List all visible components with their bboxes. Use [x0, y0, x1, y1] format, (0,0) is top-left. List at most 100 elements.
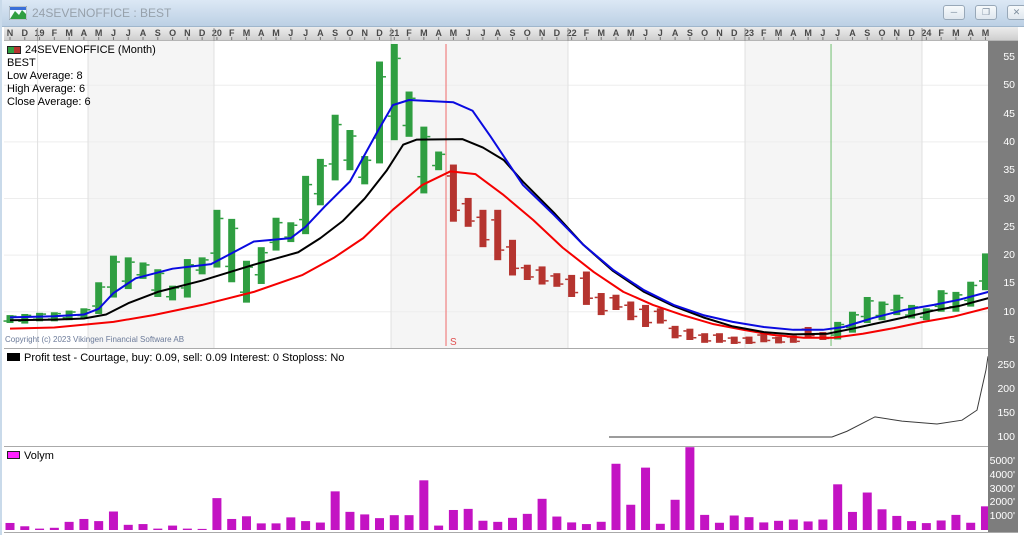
candle-close-tick: [486, 238, 490, 241]
candle-body: [154, 269, 162, 297]
close-button[interactable]: ✕: [1007, 5, 1024, 20]
volume-plot[interactable]: [4, 447, 988, 532]
month-label: M: [952, 28, 960, 38]
window-title: 24SEVENOFFICE : BEST: [32, 6, 172, 20]
month-label: N: [893, 28, 901, 38]
volume-bar: [537, 498, 547, 530]
candle-close-tick: [974, 284, 978, 287]
candle-open-tick: [757, 334, 761, 336]
candle-body: [582, 271, 590, 305]
candle-close-tick: [427, 135, 431, 138]
candle-open-tick: [387, 115, 391, 117]
volume-bar: [345, 511, 355, 530]
volume-axis-label: 2000': [989, 496, 1015, 509]
volume-bar: [729, 515, 739, 530]
volume-bar: [641, 467, 651, 530]
month-label: D: [553, 28, 561, 38]
month-label: N: [184, 28, 191, 38]
month-label: 19: [34, 28, 45, 38]
month-label: F: [51, 28, 58, 38]
volume-bar: [980, 506, 990, 530]
volume-bar: [197, 528, 207, 530]
candle-close-tick: [589, 297, 593, 299]
copyright-text: Copyright (c) 2023 Vikingen Financial So…: [5, 335, 185, 344]
restore-button[interactable]: ❐: [975, 5, 997, 20]
candle-open-tick: [905, 314, 909, 316]
candle-body: [390, 43, 398, 141]
minimize-button[interactable]: ─: [943, 5, 965, 20]
candle-open-tick: [919, 316, 923, 318]
profit-legend-label: Profit test - Courtage, buy: 0.09, sell:…: [24, 352, 345, 364]
volume-bar: [877, 509, 887, 530]
candle-close-tick: [929, 309, 933, 311]
volume-bar: [182, 528, 192, 530]
month-label: 23: [743, 28, 754, 38]
candle-open-tick: [92, 305, 96, 307]
candle-open-tick: [121, 280, 125, 282]
profit-test-plot[interactable]: [4, 349, 988, 446]
candle-close-tick: [309, 183, 313, 186]
volume-legend: Volym: [7, 450, 54, 462]
candle-open-tick: [151, 289, 155, 291]
main-chart-plot[interactable]: [4, 41, 988, 348]
title-bar[interactable]: 24SEVENOFFICE : BEST ─ ❐ ✕: [2, 0, 1024, 27]
month-label: A: [435, 28, 442, 38]
month-label: M: [627, 28, 635, 38]
candle-body: [242, 260, 250, 303]
volume-bar: [493, 521, 503, 530]
legend-close-average: Close Average: 6: [7, 96, 91, 108]
volume-bar: [685, 447, 695, 530]
candle-open-tick: [683, 330, 687, 332]
profit-axis-label: 250: [997, 359, 1015, 371]
candle-body: [730, 336, 738, 344]
candle-open-tick: [565, 278, 569, 281]
month-label: F: [583, 28, 590, 38]
candle-open-tick: [742, 337, 746, 339]
legend-low-average: Low Average: 8: [7, 70, 83, 82]
month-label: D: [908, 28, 915, 38]
candle-body: [568, 274, 576, 297]
volume-bar: [20, 526, 30, 530]
value-axis-strip: [988, 41, 1018, 532]
volume-bar: [301, 521, 311, 530]
candle-close-tick: [294, 224, 298, 226]
month-label: O: [878, 28, 886, 38]
volume-bar: [419, 480, 429, 530]
candle-close-tick: [693, 336, 697, 339]
month-label: J: [288, 28, 294, 38]
month-label: S: [686, 28, 693, 38]
volume-bar: [389, 515, 399, 530]
candle-close-tick: [959, 294, 963, 296]
month-label: J: [303, 28, 309, 38]
candle-open-tick: [831, 334, 835, 336]
candle-close-tick: [900, 297, 904, 299]
month-label: D: [376, 28, 383, 38]
candle-close-tick: [796, 340, 800, 343]
candle-body: [80, 308, 88, 318]
candle-body: [139, 262, 147, 279]
profit-axis-label: 200: [997, 383, 1015, 395]
candle-close-tick: [102, 286, 106, 288]
legend-high-average: High Average: 6: [7, 83, 86, 95]
volume-bar: [552, 516, 562, 530]
candle-open-tick: [890, 309, 894, 311]
volume-axis-label: 3000': [989, 482, 1015, 495]
candle-close-tick: [353, 135, 357, 137]
volume-bar: [803, 521, 813, 530]
main-axis-label: 30: [1003, 192, 1015, 205]
volume-bar: [5, 522, 15, 530]
candle-open-tick: [328, 163, 332, 165]
month-label: 22: [566, 28, 577, 38]
candle-close-tick: [722, 340, 726, 342]
candle-open-tick: [239, 291, 243, 293]
month-label: O: [169, 28, 177, 38]
volume-bar: [936, 520, 946, 530]
volume-bar: [596, 521, 606, 530]
month-label: 21: [389, 28, 400, 38]
month-label: M: [774, 28, 783, 38]
volume-bar: [108, 511, 118, 530]
legend-down-swatch: [14, 46, 21, 54]
volume-bar: [64, 521, 74, 530]
candle-body: [686, 328, 694, 340]
